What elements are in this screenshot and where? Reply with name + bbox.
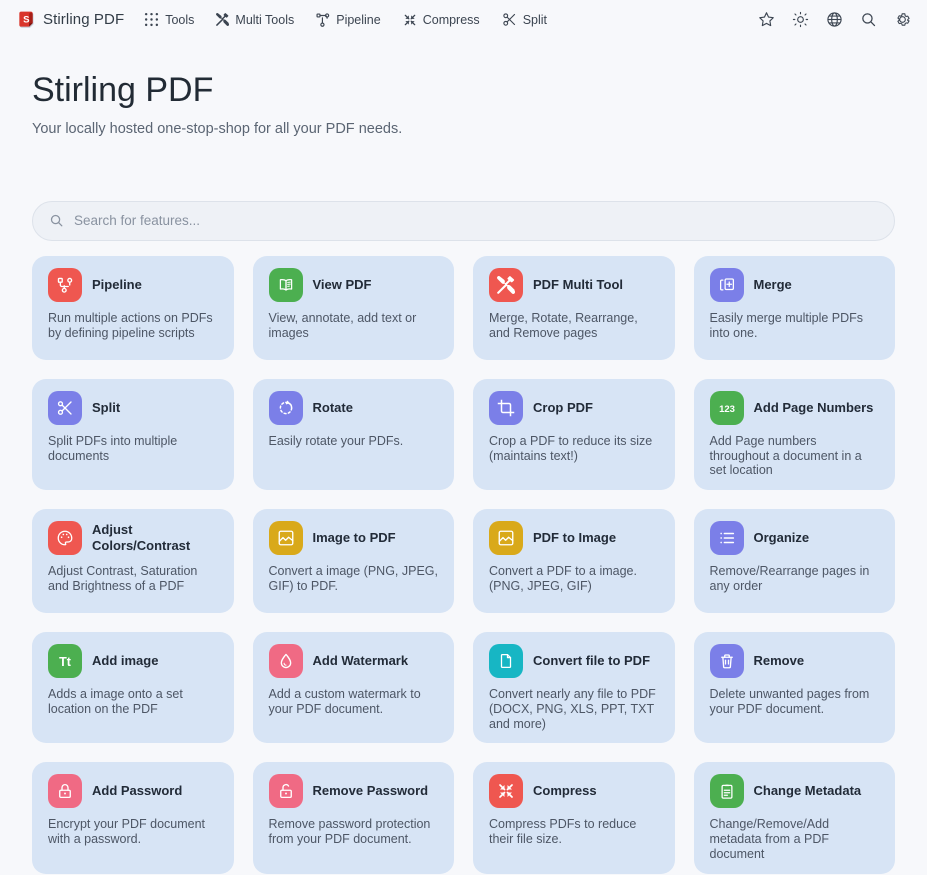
svg-text:Tt: Tt bbox=[59, 655, 72, 669]
svg-text:123: 123 bbox=[719, 404, 735, 415]
svg-text:S: S bbox=[23, 14, 30, 25]
